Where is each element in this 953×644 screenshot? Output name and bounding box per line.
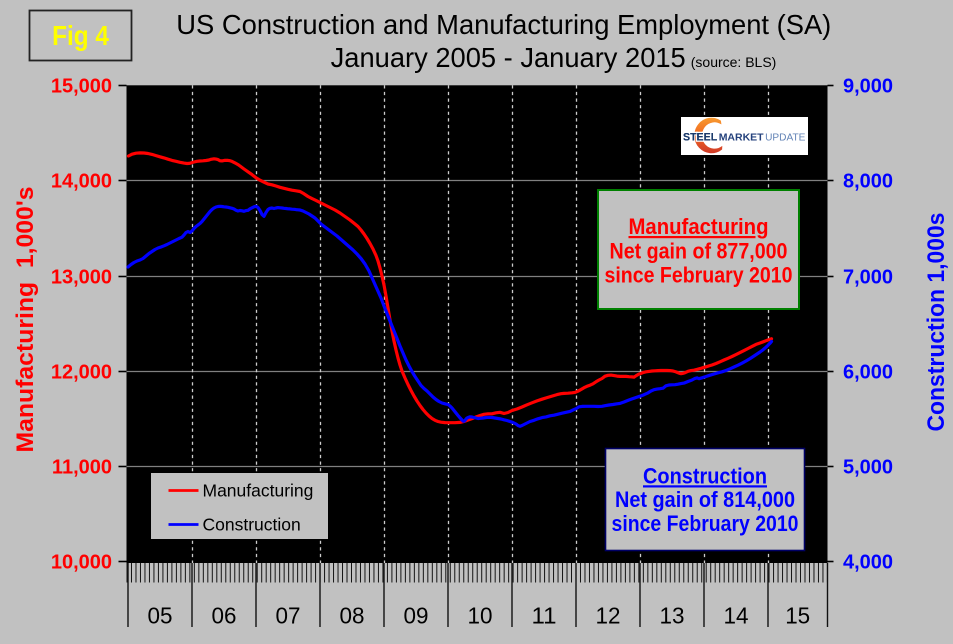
- svg-text:Construction 1,000s: Construction 1,000s: [923, 213, 950, 432]
- svg-text:5,000: 5,000: [843, 457, 893, 479]
- svg-text:9,000: 9,000: [843, 76, 893, 98]
- svg-text:12: 12: [596, 603, 621, 629]
- svg-text:4,000: 4,000: [843, 552, 893, 574]
- svg-text:13,000: 13,000: [51, 267, 112, 289]
- svg-text:Manufacturing 1,000's: Manufacturing 1,000's: [12, 187, 39, 453]
- svg-text:7,000: 7,000: [843, 267, 893, 289]
- svg-text:STEEL: STEEL: [683, 131, 718, 143]
- svg-text:05: 05: [148, 603, 173, 629]
- svg-text:Net gain of 814,000: Net gain of 814,000: [615, 487, 795, 512]
- svg-text:11: 11: [532, 603, 557, 629]
- svg-text:Manufacturing: Manufacturing: [629, 214, 769, 239]
- svg-text:07: 07: [276, 603, 301, 629]
- svg-text:since February 2010: since February 2010: [612, 511, 799, 536]
- svg-text:08: 08: [340, 603, 365, 629]
- svg-text:since February 2010: since February 2010: [605, 262, 793, 287]
- svg-text:15,000: 15,000: [51, 76, 112, 98]
- svg-text:09: 09: [404, 603, 429, 629]
- svg-text:13: 13: [660, 603, 685, 629]
- svg-text:14,000: 14,000: [51, 171, 112, 193]
- svg-text:Fig 4: Fig 4: [52, 20, 109, 51]
- svg-text:Manufacturing: Manufacturing: [203, 481, 314, 501]
- svg-text:Net gain of 877,000: Net gain of 877,000: [610, 238, 788, 263]
- svg-text:06: 06: [212, 603, 237, 629]
- svg-text:14: 14: [724, 603, 749, 629]
- svg-text:15: 15: [785, 603, 810, 629]
- svg-text:US Construction and Manufactur: US Construction and Manufacturing Employ…: [176, 9, 831, 40]
- svg-text:MARKET: MARKET: [719, 131, 764, 143]
- svg-text:Construction: Construction: [643, 463, 767, 488]
- svg-text:6,000: 6,000: [843, 362, 893, 384]
- svg-text:10,000: 10,000: [51, 552, 112, 574]
- svg-text:8,000: 8,000: [843, 171, 893, 193]
- svg-text:STEEL: STEEL: [683, 131, 718, 143]
- svg-text:11,000: 11,000: [52, 457, 112, 479]
- svg-text:10: 10: [468, 603, 493, 629]
- svg-text:UPDATE: UPDATE: [765, 132, 805, 143]
- svg-text:12,000: 12,000: [51, 362, 112, 384]
- svg-text:Construction: Construction: [203, 515, 301, 535]
